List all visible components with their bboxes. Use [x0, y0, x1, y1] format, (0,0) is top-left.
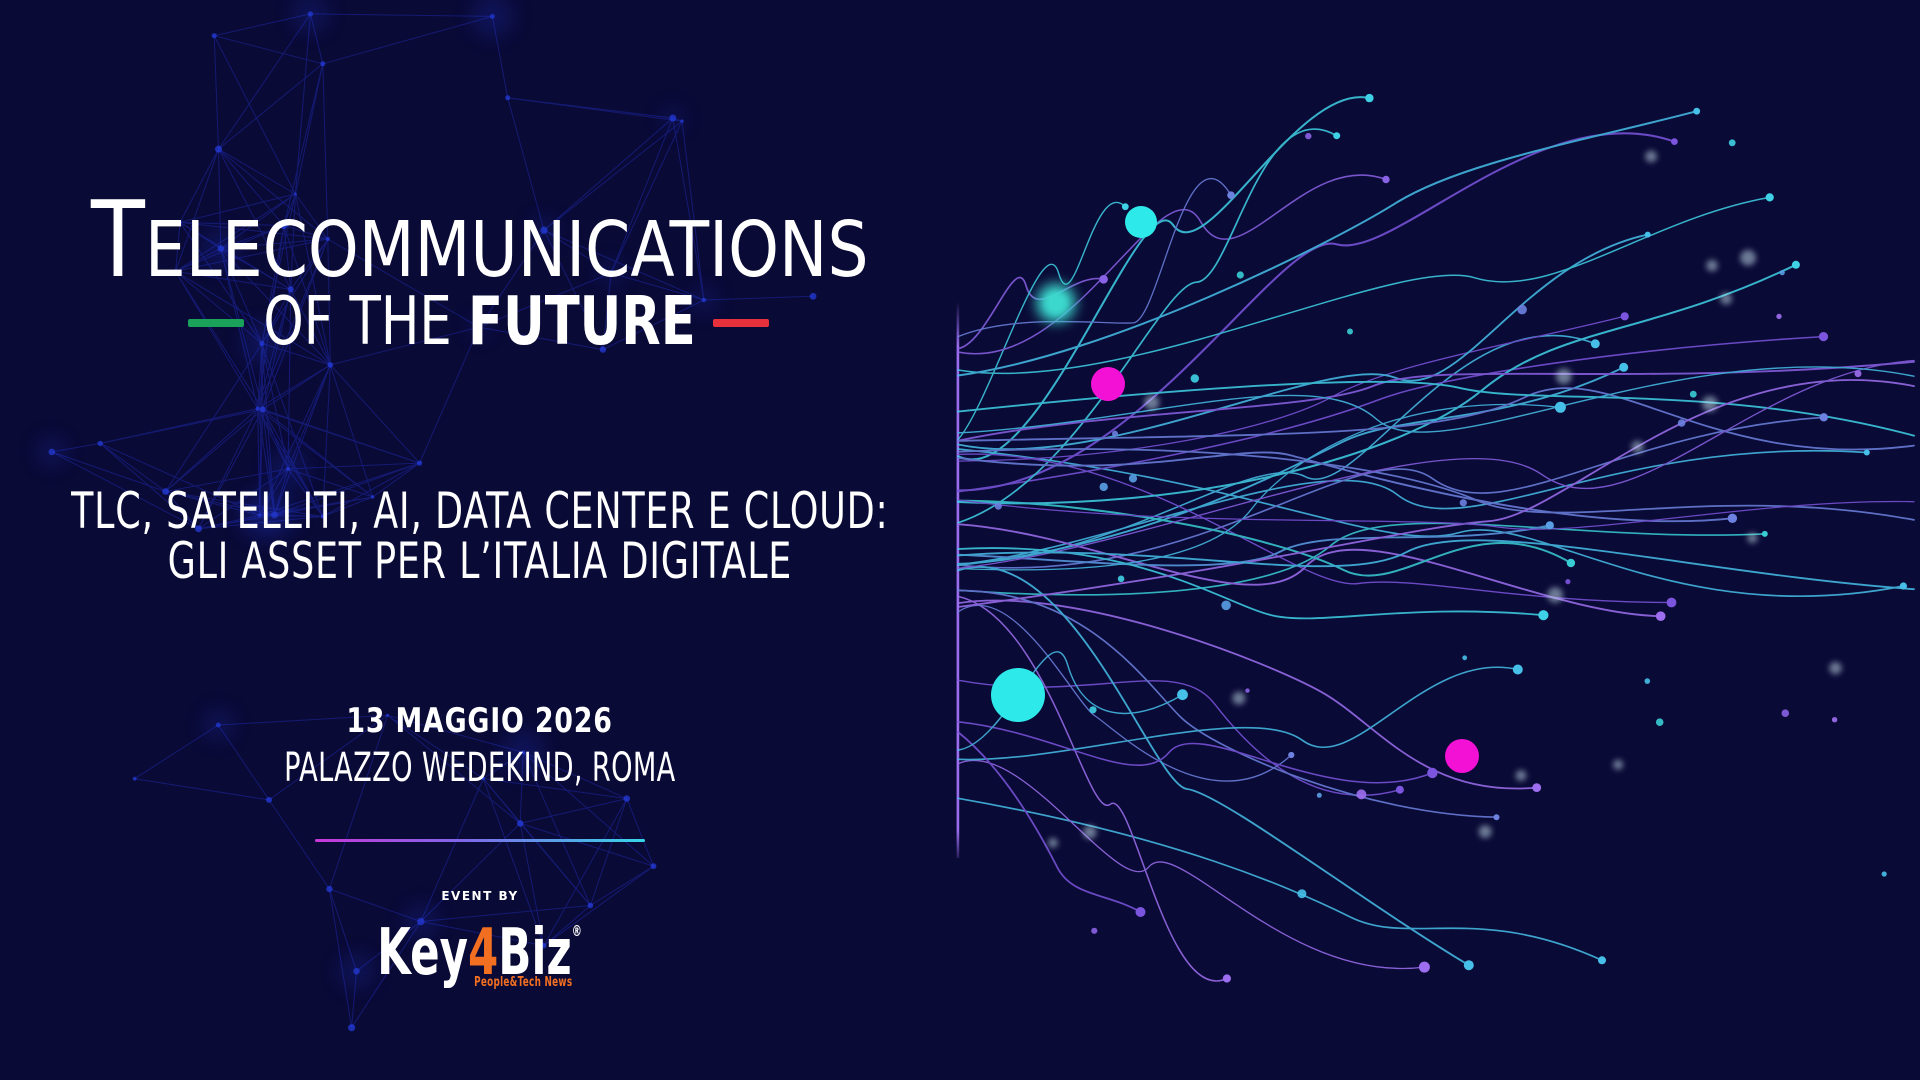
date-row: 13 MAGGIO 2026 [0, 704, 960, 738]
logo-tagline: People&Tech News [474, 975, 573, 990]
logo-part-key: Key [377, 916, 469, 990]
topic-row: TLC, SATELLITI, AI, DATA CENTER E CLOUD:… [0, 486, 960, 586]
venue-row: PALAZZO WEDEKIND, ROMA [0, 748, 960, 788]
gradient-divider-line [315, 839, 645, 842]
event-title: TELECOMMUNICATIONS [91, 188, 868, 293]
topic-line-1: TLC, SATELLITI, AI, DATA CENTER E CLOUD: [71, 482, 889, 540]
logo-part-biz: Biz [498, 916, 573, 990]
event-title-initial: T [91, 179, 146, 301]
event-by-row: EVENT BY [0, 890, 960, 902]
subtitle-regular-part: OF THE [263, 282, 469, 360]
topic-line-2: GLI ASSET PER L’ITALIA DIGITALE [167, 532, 793, 590]
logo-part-four: 4 [468, 916, 499, 990]
event-info-column: TELECOMMUNICATIONS OF THE FUTURE TLC, SA… [0, 188, 960, 1011]
event-venue: PALAZZO WEDEKIND, ROMA [284, 745, 676, 791]
subtitle-bold-part: FUTURE [468, 282, 697, 360]
event-by-label: EVENT BY [441, 889, 519, 903]
event-title-rest: ELECOMMUNICATIONS [145, 206, 869, 295]
title-row: TELECOMMUNICATIONS [0, 188, 960, 293]
key4biz-logo: Key4Biz® People&Tech News [378, 921, 583, 1011]
event-date: 13 MAGGIO 2026 [346, 701, 614, 741]
flag-red-dash [713, 319, 769, 327]
event-subtitle: OF THE FUTURE [264, 288, 696, 355]
subtitle-row: OF THE FUTURE [0, 288, 960, 355]
flag-green-dash [188, 319, 244, 327]
registered-trademark-icon: ® [572, 922, 583, 940]
organizer-logo-row: Key4Biz® People&Tech News [0, 921, 960, 1011]
event-topic: TLC, SATELLITI, AI, DATA CENTER E CLOUD:… [71, 486, 888, 586]
